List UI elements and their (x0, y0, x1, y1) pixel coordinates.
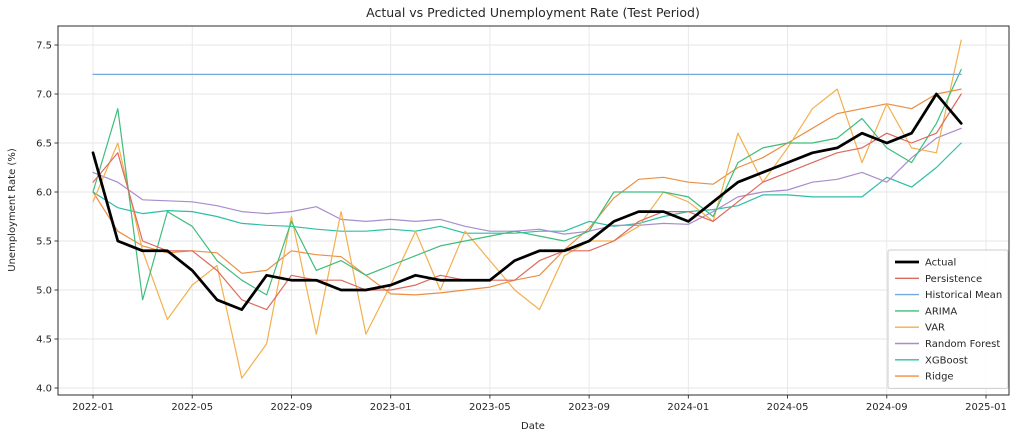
legend-label-random-forest: Random Forest (925, 339, 1000, 350)
x-tick-label: 2022-09 (271, 402, 313, 413)
chart-title: Actual vs Predicted Unemployment Rate (T… (366, 5, 700, 20)
y-tick-label: 4.5 (36, 335, 52, 346)
legend-label-xgboost: XGBoost (925, 355, 968, 366)
x-tick-label: 2024-05 (767, 402, 809, 413)
axis-ticks (54, 44, 987, 399)
gridlines (58, 26, 1009, 395)
axis-tick-labels: 4.0 4.5 5.0 5.5 6.0 6.5 7.0 7.5 2022-01 2022-05 20… (36, 41, 1007, 414)
x-tick-label: 2024-09 (866, 402, 908, 413)
series-line-arima (92, 68, 962, 301)
x-tick-label: 2024-01 (667, 402, 709, 413)
legend: Actual Persistence Historical Mean ARIMA VAR… (887, 249, 1009, 389)
legend-label-historical-mean: Historical Mean (925, 290, 1002, 301)
series-line-ridge (92, 88, 962, 296)
x-tick-label: 2025-01 (965, 402, 1007, 413)
legend-label-var: VAR (925, 323, 945, 334)
y-tick-label: 5.5 (36, 237, 52, 248)
series-line-xgboost (92, 142, 962, 234)
x-tick-label: 2022-01 (72, 402, 114, 413)
x-tick-label: 2023-09 (568, 402, 610, 413)
y-tick-label: 7.0 (36, 90, 52, 101)
legend-label-persistence: Persistence (925, 274, 982, 285)
series-line-persistence (92, 93, 962, 311)
x-tick-label: 2022-05 (171, 402, 213, 413)
y-tick-label: 5.0 (36, 286, 52, 297)
y-tick-label: 7.5 (36, 41, 52, 52)
x-axis-label: Date (521, 421, 545, 432)
plot-border (57, 25, 1010, 396)
legend-box (887, 249, 1009, 389)
series-line-actual (91, 92, 963, 311)
x-tick-label: 2023-05 (469, 402, 511, 413)
legend-label-actual: Actual (925, 258, 956, 269)
series-line-random-forest (92, 127, 962, 235)
y-tick-label: 6.5 (36, 139, 52, 150)
series-line-var (92, 39, 962, 379)
legend-label-ridge: Ridge (925, 372, 954, 383)
series-lines (91, 39, 963, 379)
x-tick-label: 2023-01 (370, 402, 412, 413)
y-axis-label: Unemployment Rate (%) (7, 148, 18, 272)
legend-label-arima: ARIMA (925, 306, 957, 317)
y-tick-label: 6.0 (36, 188, 52, 199)
y-tick-label: 4.0 (36, 384, 52, 395)
